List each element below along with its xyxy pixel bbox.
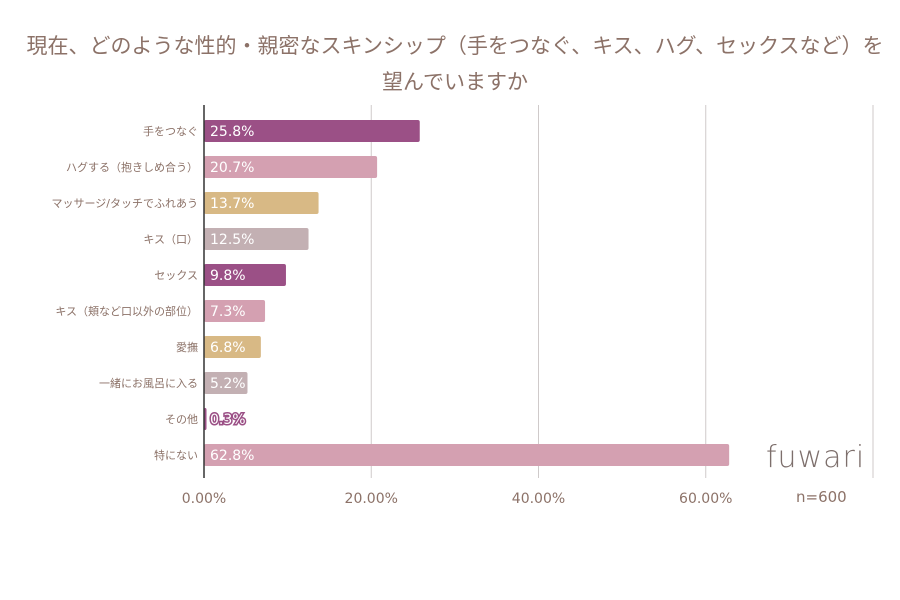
bar [204,192,319,214]
sample-size: n=600 [796,488,847,506]
bar [204,372,248,394]
x-tick-label: 40.00% [512,491,565,507]
data-label: 62.8% [210,448,254,464]
data-label: 13.7% [210,196,254,212]
y-tick-label: 特にない [154,448,198,462]
data-label: 25.8% [210,124,254,140]
data-label: 9.8% [210,268,246,284]
y-tick-label: セックス [154,269,198,282]
bar [204,444,730,466]
y-tick-label: キス（頬など口以外の部位） [55,304,198,318]
bar [204,228,309,250]
data-label: 7.3% [210,304,246,320]
data-label: 6.8% [210,340,246,356]
x-tick-label: 60.00% [679,491,732,507]
bar [204,336,261,358]
y-tick-label: 愛撫 [176,340,198,354]
data-label: 0.3% [210,412,246,428]
bar [204,120,420,142]
y-tick-label: ハグする（抱きしめ合う） [66,160,198,174]
y-tick-label: キス（口） [143,233,198,246]
y-tick-label: 一緒にお風呂に入る [99,376,198,390]
y-tick-label: その他 [165,413,198,426]
data-label: 20.7% [210,160,254,176]
y-tick-label: 手をつなぐ [143,124,198,138]
bar [204,300,266,322]
y-tick-label: マッサージ/タッチでふれあう [52,197,199,210]
x-tick-label: 0.00% [182,491,226,507]
fuwari-logo: fuwari [766,440,866,475]
bar [204,264,286,286]
chart-title: 現在、どのような性的・親密なスキンシップ（手をつなぐ、キス、ハグ、セックスなど）… [26,34,884,94]
data-label: 12.5% [210,232,254,248]
x-tick-label: 20.00% [345,491,398,507]
bar [204,156,378,178]
data-label: 5.2% [210,376,246,392]
